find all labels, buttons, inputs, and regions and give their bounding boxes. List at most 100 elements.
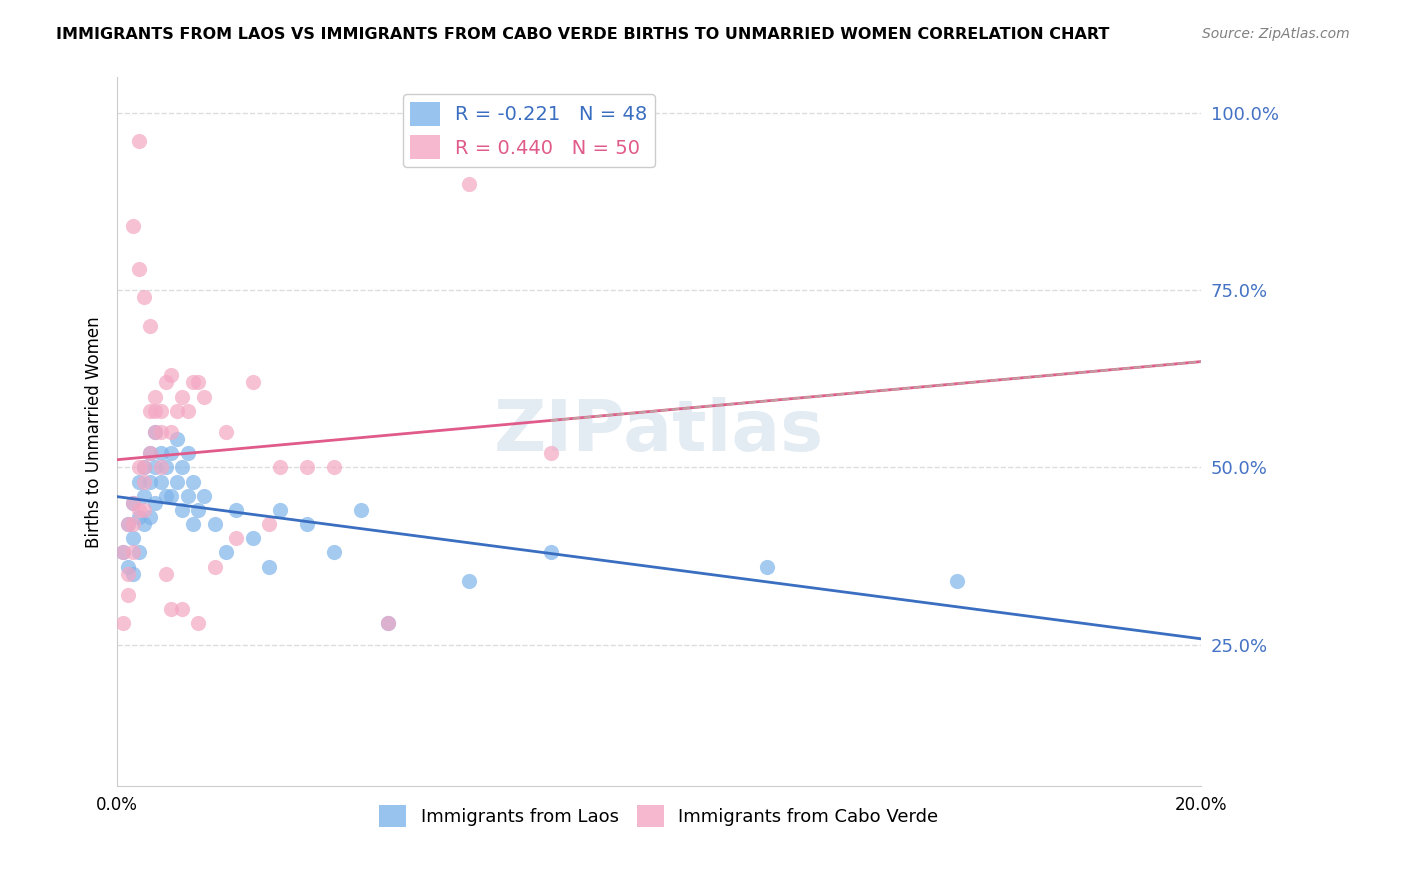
Point: [187, 503, 209, 517]
Point: [257, 559, 280, 574]
Point: [134, 460, 156, 475]
Point: [160, 489, 183, 503]
Point: [458, 574, 481, 588]
Point: [128, 545, 150, 559]
Point: [322, 460, 344, 475]
Point: [166, 403, 188, 417]
Point: [176, 446, 198, 460]
Point: [117, 517, 139, 532]
Point: [149, 403, 172, 417]
Point: [128, 503, 150, 517]
Point: [295, 460, 318, 475]
Point: [138, 318, 160, 333]
Point: [322, 545, 344, 559]
Point: [295, 517, 318, 532]
Point: [143, 496, 166, 510]
Point: [187, 616, 209, 631]
Point: [269, 503, 291, 517]
Point: [149, 425, 172, 439]
Point: [149, 446, 172, 460]
Point: [350, 503, 373, 517]
Point: [143, 425, 166, 439]
Point: [214, 425, 236, 439]
Point: [138, 403, 160, 417]
Point: [122, 496, 145, 510]
Point: [143, 460, 166, 475]
Point: [122, 517, 145, 532]
Point: [134, 460, 156, 475]
Point: [193, 390, 215, 404]
Point: [458, 177, 481, 191]
Point: [257, 517, 280, 532]
Point: [172, 602, 194, 616]
Point: [143, 403, 166, 417]
Legend: Immigrants from Laos, Immigrants from Cabo Verde: Immigrants from Laos, Immigrants from Ca…: [373, 797, 946, 834]
Point: [160, 368, 183, 383]
Point: [193, 489, 215, 503]
Text: ZIPatlas: ZIPatlas: [494, 398, 824, 467]
Point: [117, 588, 139, 602]
Point: [117, 566, 139, 581]
Point: [204, 517, 226, 532]
Point: [242, 376, 264, 390]
Point: [160, 602, 183, 616]
Point: [172, 460, 194, 475]
Point: [138, 446, 160, 460]
Point: [204, 559, 226, 574]
Point: [176, 403, 198, 417]
Point: [134, 290, 156, 304]
Point: [122, 566, 145, 581]
Point: [117, 559, 139, 574]
Point: [128, 460, 150, 475]
Point: [143, 390, 166, 404]
Point: [128, 475, 150, 489]
Point: [540, 446, 562, 460]
Point: [946, 574, 969, 588]
Point: [225, 531, 247, 545]
Point: [181, 376, 204, 390]
Point: [214, 545, 236, 559]
Point: [149, 460, 172, 475]
Point: [160, 425, 183, 439]
Point: [377, 616, 399, 631]
Point: [166, 475, 188, 489]
Point: [134, 503, 156, 517]
Point: [134, 517, 156, 532]
Point: [540, 545, 562, 559]
Point: [172, 503, 194, 517]
Point: [155, 489, 177, 503]
Point: [122, 219, 145, 234]
Text: Source: ZipAtlas.com: Source: ZipAtlas.com: [1202, 27, 1350, 41]
Point: [377, 616, 399, 631]
Point: [187, 376, 209, 390]
Point: [176, 489, 198, 503]
Point: [155, 460, 177, 475]
Point: [128, 510, 150, 524]
Point: [128, 261, 150, 276]
Point: [242, 531, 264, 545]
Point: [160, 446, 183, 460]
Point: [111, 545, 134, 559]
Point: [225, 503, 247, 517]
Point: [143, 425, 166, 439]
Point: [122, 545, 145, 559]
Point: [181, 475, 204, 489]
Point: [155, 376, 177, 390]
Point: [138, 446, 160, 460]
Point: [269, 460, 291, 475]
Point: [122, 531, 145, 545]
Point: [122, 496, 145, 510]
Point: [138, 475, 160, 489]
Y-axis label: Births to Unmarried Women: Births to Unmarried Women: [86, 316, 103, 548]
Point: [181, 517, 204, 532]
Text: IMMIGRANTS FROM LAOS VS IMMIGRANTS FROM CABO VERDE BIRTHS TO UNMARRIED WOMEN COR: IMMIGRANTS FROM LAOS VS IMMIGRANTS FROM …: [56, 27, 1109, 42]
Point: [134, 489, 156, 503]
Point: [149, 475, 172, 489]
Point: [155, 566, 177, 581]
Point: [172, 390, 194, 404]
Point: [138, 510, 160, 524]
Point: [111, 616, 134, 631]
Point: [117, 517, 139, 532]
Point: [166, 432, 188, 446]
Point: [134, 475, 156, 489]
